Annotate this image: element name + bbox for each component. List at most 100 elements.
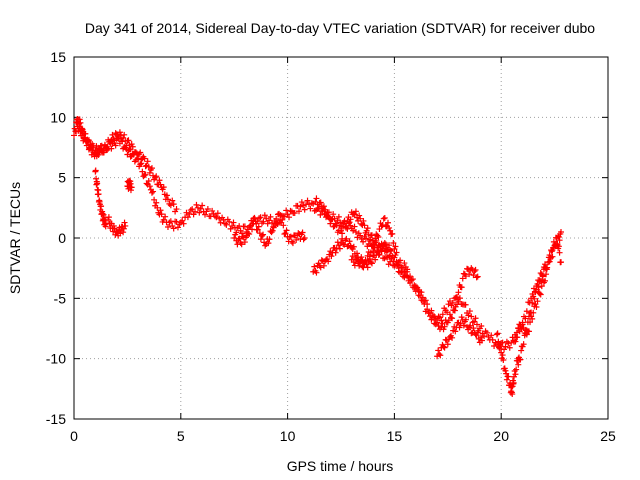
data-point [474,329,481,336]
data-point [435,323,442,330]
series-upper-ridge-11-14h [312,195,411,273]
data-point [530,309,537,316]
data-point [441,323,448,330]
data-point [454,296,461,303]
data-point [446,311,453,318]
data-point [449,299,456,306]
data-point [101,214,108,221]
data-point [489,336,496,343]
data-point [536,278,543,285]
data-point [363,227,370,234]
data-point [520,325,527,332]
data-point [105,214,112,221]
data-point [458,314,465,321]
series-loop-15-18h [395,262,481,333]
data-point [481,333,488,340]
data-point [525,328,532,335]
data-point [364,264,371,271]
data-point [279,216,286,223]
data-point [236,235,243,242]
data-point [320,203,327,210]
x-tick-label: 25 [600,428,616,444]
data-point [127,180,134,187]
data-point [523,331,530,338]
y-axis-label: SDTVAR / TECUs [7,182,23,294]
data-point [535,284,542,291]
data-point [139,168,146,175]
data-point [452,303,459,310]
data-point [386,242,393,249]
data-point [73,116,80,123]
data-point [120,229,127,236]
data-point [283,227,290,234]
data-point [471,268,478,275]
series-deep-dip-20h [493,330,522,398]
data-point [270,224,277,231]
data-point [166,219,173,226]
data-point [341,241,348,248]
data-point [431,320,438,327]
data-point [164,224,171,231]
data-point [170,201,177,208]
data-point [422,297,429,304]
data-point [462,316,469,323]
data-point [71,132,77,139]
data-point [255,223,262,230]
data-point [330,211,337,218]
data-point [555,243,562,250]
data-point [298,199,305,206]
data-point [435,347,442,354]
data-point [434,315,441,322]
data-point [354,250,361,257]
data-point [387,247,394,254]
data-point [320,262,327,269]
data-point [558,259,565,266]
data-point [449,315,456,322]
data-point [158,211,165,218]
data-point [77,119,84,126]
data-point [503,376,510,383]
data-point [329,216,336,223]
data-point [251,214,258,221]
data-point [300,236,307,243]
data-point [239,230,246,237]
data-point [372,256,379,263]
data-point [511,368,518,375]
data-point [368,232,375,239]
data-point [124,151,131,158]
data-point [381,214,388,221]
data-point [167,202,174,209]
data-point [513,366,520,373]
data-point [457,320,464,327]
data-point [267,213,274,220]
data-point [150,188,157,195]
data-point [193,201,200,208]
data-point [360,238,367,245]
data-point [121,131,128,138]
data-point [508,384,515,391]
data-point [467,322,474,329]
data-point [523,308,530,315]
data-point [265,240,272,247]
data-point [537,270,544,277]
data-point [295,230,302,237]
data-point [351,223,358,230]
data-point [294,202,301,209]
data-point [502,367,509,374]
data-point [92,167,99,174]
data-point [347,216,354,223]
data-point [470,325,477,332]
y-tick-label: -5 [54,290,67,306]
data-point [379,245,386,252]
data-point [249,220,256,227]
data-point [494,330,501,337]
data-point [544,264,551,271]
data-point [346,238,353,245]
series-dip-1h [92,167,110,230]
data-point [415,292,422,299]
data-point [146,183,153,190]
data-point [468,313,475,320]
y-tick-labels: -15 -10 -5 0 5 10 15 [46,49,66,427]
data-point [360,217,367,224]
